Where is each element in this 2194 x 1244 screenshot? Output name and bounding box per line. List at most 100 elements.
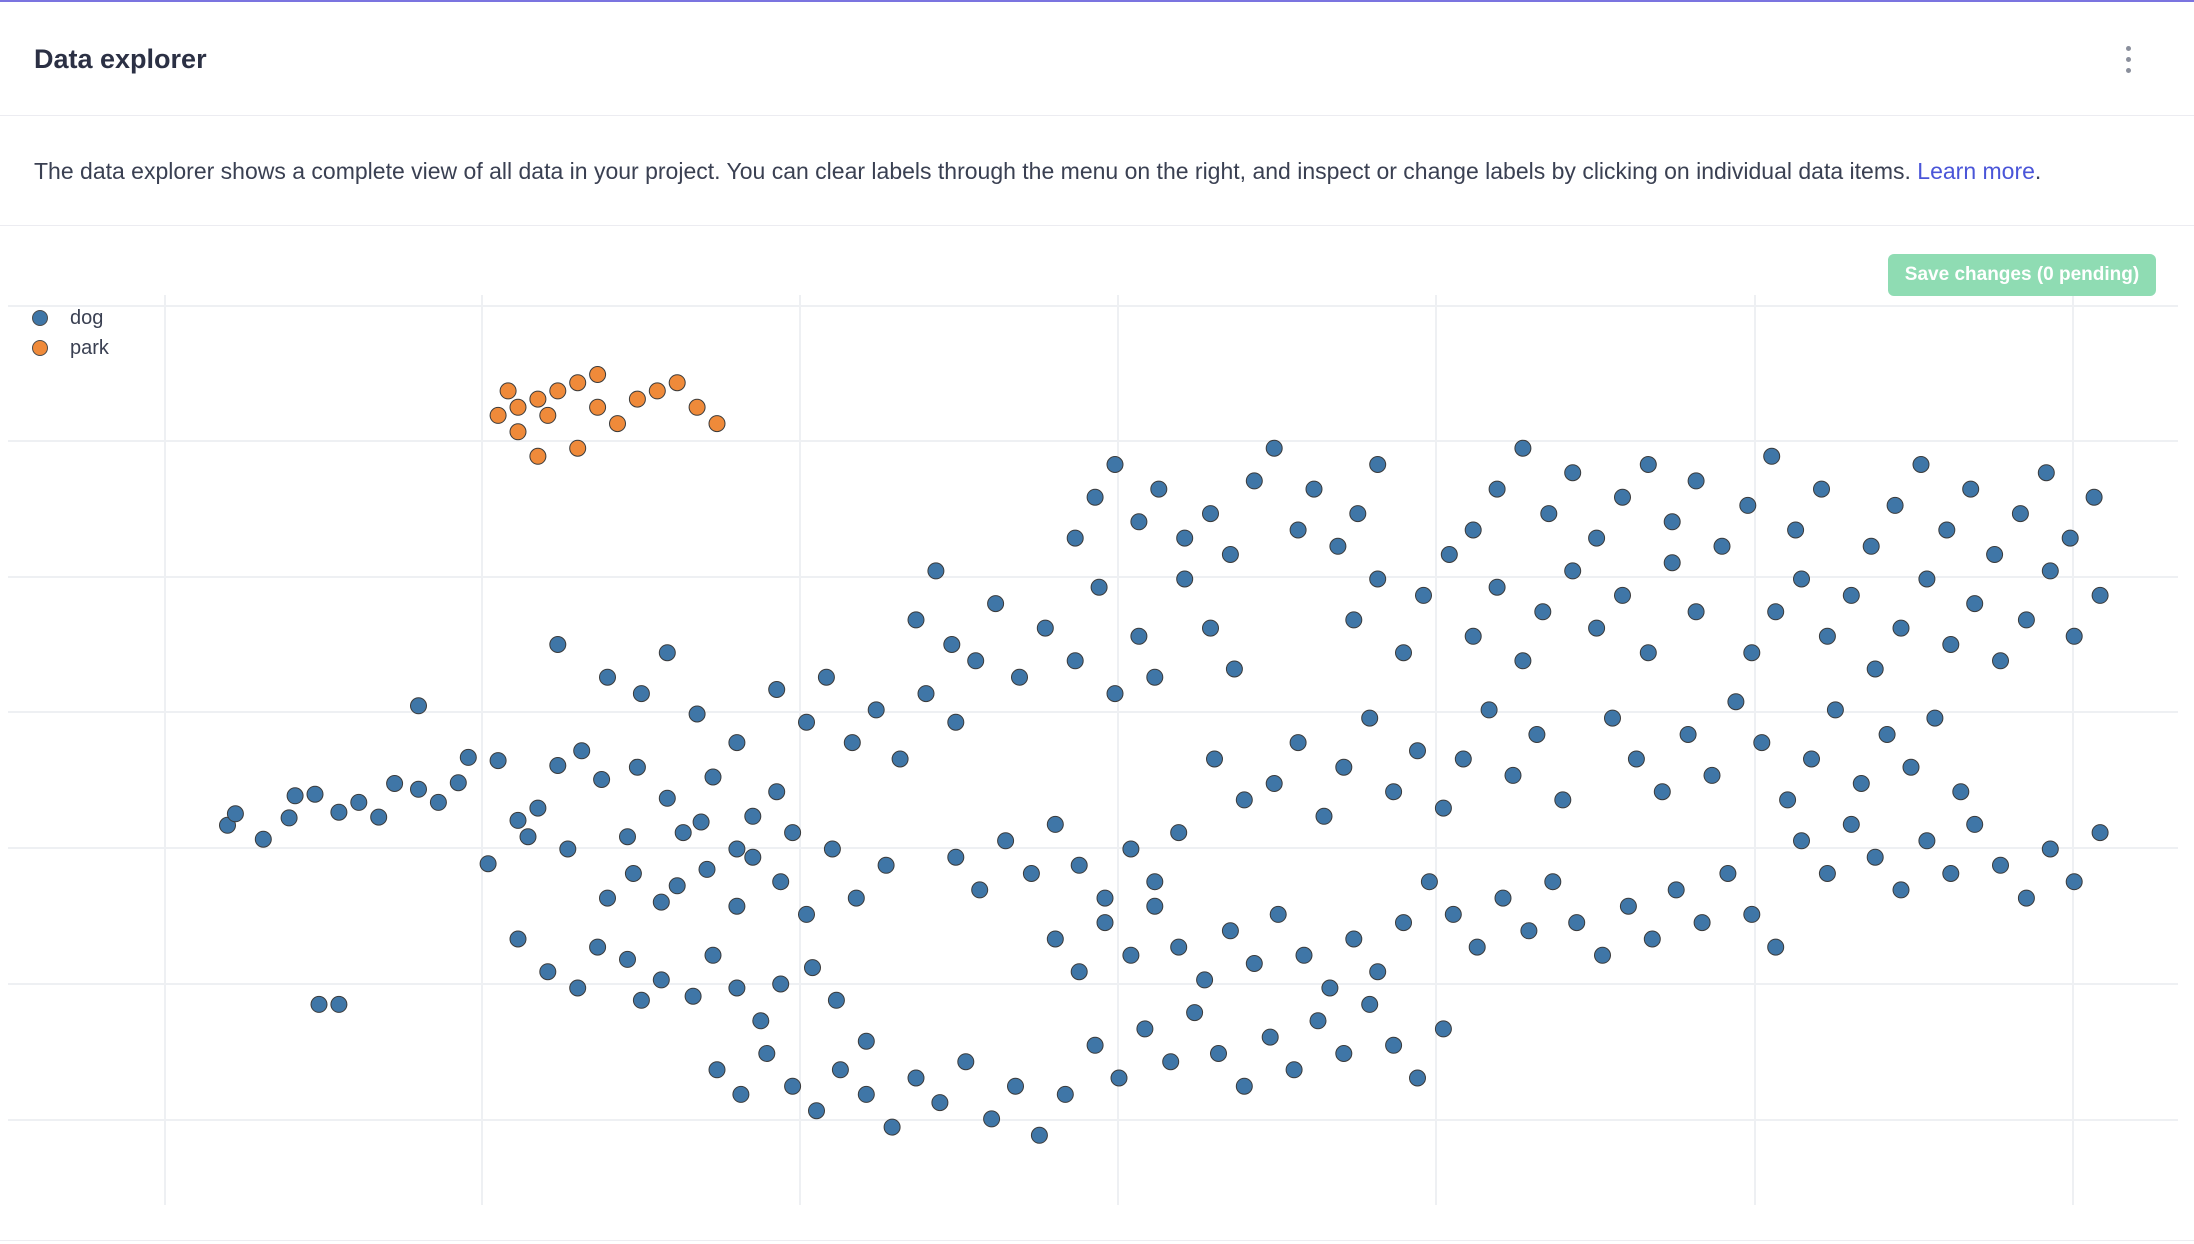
data-point-dog[interactable] [619,950,636,968]
data-point-dog[interactable] [744,807,762,825]
data-point-dog[interactable] [509,930,527,948]
data-point-dog[interactable] [1202,619,1219,637]
data-point-dog[interactable] [1369,456,1387,473]
data-point-dog[interactable] [1619,897,1637,915]
data-point-dog[interactable] [599,889,616,907]
kebab-menu-icon[interactable] [2116,42,2140,78]
data-point-dog[interactable] [1992,856,2009,874]
data-point-dog[interactable] [1787,521,1805,539]
data-point-dog[interactable] [589,938,607,956]
data-point-dog[interactable] [619,828,636,846]
data-point-dog[interactable] [2017,889,2035,907]
data-point-dog[interactable] [559,840,577,858]
data-point-park[interactable] [509,398,527,416]
data-point-dog[interactable] [1225,660,1243,678]
data-point-dog[interactable] [1070,856,1088,874]
data-point-dog[interactable] [798,713,815,731]
data-point-dog[interactable] [1434,1020,1452,1038]
data-point-dog[interactable] [1289,734,1307,752]
data-point-dog[interactable] [2091,586,2109,604]
data-point-dog[interactable] [1866,660,1884,678]
data-point-dog[interactable] [593,771,611,788]
save-changes-button[interactable]: Save changes (0 pending) [1888,254,2156,296]
data-point-dog[interactable] [1753,734,1771,752]
data-point-dog[interactable] [2091,824,2109,842]
data-point-dog[interactable] [1130,627,1148,645]
data-point-dog[interactable] [573,742,591,760]
data-point-dog[interactable] [1739,496,1757,514]
data-point-dog[interactable] [692,813,710,831]
data-point-dog[interactable] [1046,930,1064,948]
data-point-dog[interactable] [1488,480,1506,498]
data-point-dog[interactable] [857,1032,875,1050]
data-point-dog[interactable] [1588,619,1606,637]
data-point-dog[interactable] [1440,546,1458,563]
data-point-dog[interactable] [804,959,821,977]
data-point-dog[interactable] [1221,546,1239,563]
data-point-dog[interactable] [1106,456,1124,473]
data-point-dog[interactable] [1767,603,1785,621]
data-point-dog[interactable] [1653,783,1671,801]
data-point-park[interactable] [668,374,686,392]
data-point-dog[interactable] [429,793,447,811]
data-point-dog[interactable] [1345,930,1363,948]
data-point-dog[interactable] [1679,726,1697,743]
data-point-dog[interactable] [1504,766,1522,784]
data-point-dog[interactable] [772,975,790,993]
data-point-dog[interactable] [449,774,467,792]
data-point-dog[interactable] [768,783,786,801]
data-point-dog[interactable] [1866,848,1884,866]
data-point-dog[interactable] [1056,1085,1074,1103]
data-point-dog[interactable] [768,681,786,698]
data-point-park[interactable] [628,390,646,408]
data-point-park[interactable] [539,406,557,424]
data-point-dog[interactable] [1345,611,1363,629]
data-point-dog[interactable] [1170,824,1188,842]
data-point-dog[interactable] [784,824,802,842]
data-point-dog[interactable] [907,611,925,629]
data-point-dog[interactable] [624,865,642,882]
data-point-dog[interactable] [1803,750,1820,768]
data-point-dog[interactable] [1938,521,1956,539]
data-point-dog[interactable] [708,1061,726,1079]
data-point-dog[interactable] [1892,881,1910,899]
data-point-dog[interactable] [728,734,746,752]
data-point-dog[interactable] [1540,505,1558,523]
data-point-dog[interactable] [1534,603,1552,621]
data-point-dog[interactable] [1454,750,1472,768]
data-point-dog[interactable] [1842,586,1860,604]
data-point-park[interactable] [589,398,607,416]
data-point-dog[interactable] [1349,505,1367,523]
data-point-dog[interactable] [808,1102,825,1120]
data-point-dog[interactable] [831,1061,849,1079]
data-point-dog[interactable] [732,1085,750,1103]
data-point-dog[interactable] [867,701,885,719]
data-point-dog[interactable] [1186,1004,1204,1022]
data-point-dog[interactable] [1046,815,1064,833]
data-point-dog[interactable] [931,1094,949,1112]
data-point-dog[interactable] [1862,537,1880,555]
data-point-dog[interactable] [1066,652,1084,670]
data-point-dog[interactable] [752,1012,770,1030]
data-point-dog[interactable] [1902,758,1920,776]
data-point-dog[interactable] [1962,480,1980,498]
data-point-dog[interactable] [1369,963,1387,981]
data-point-dog[interactable] [1090,578,1108,596]
data-point-dog[interactable] [1369,570,1387,588]
data-point-dog[interactable] [1022,865,1040,882]
data-point-dog[interactable] [684,987,702,1005]
data-point-dog[interactable] [1420,873,1438,891]
data-point-dog[interactable] [1713,537,1731,555]
data-point-dog[interactable] [1639,456,1657,473]
data-point-dog[interactable] [539,963,557,981]
data-point-dog[interactable] [883,1118,901,1136]
data-point-dog[interactable] [847,889,865,907]
data-point-dog[interactable] [1992,652,2009,670]
data-point-dog[interactable] [1918,832,1936,850]
data-point-dog[interactable] [1066,529,1084,547]
data-point-dog[interactable] [658,789,676,807]
data-point-dog[interactable] [1285,1061,1303,1079]
data-point-dog[interactable] [1892,619,1910,637]
data-point-dog[interactable] [306,785,324,803]
data-point-park[interactable] [688,398,706,416]
